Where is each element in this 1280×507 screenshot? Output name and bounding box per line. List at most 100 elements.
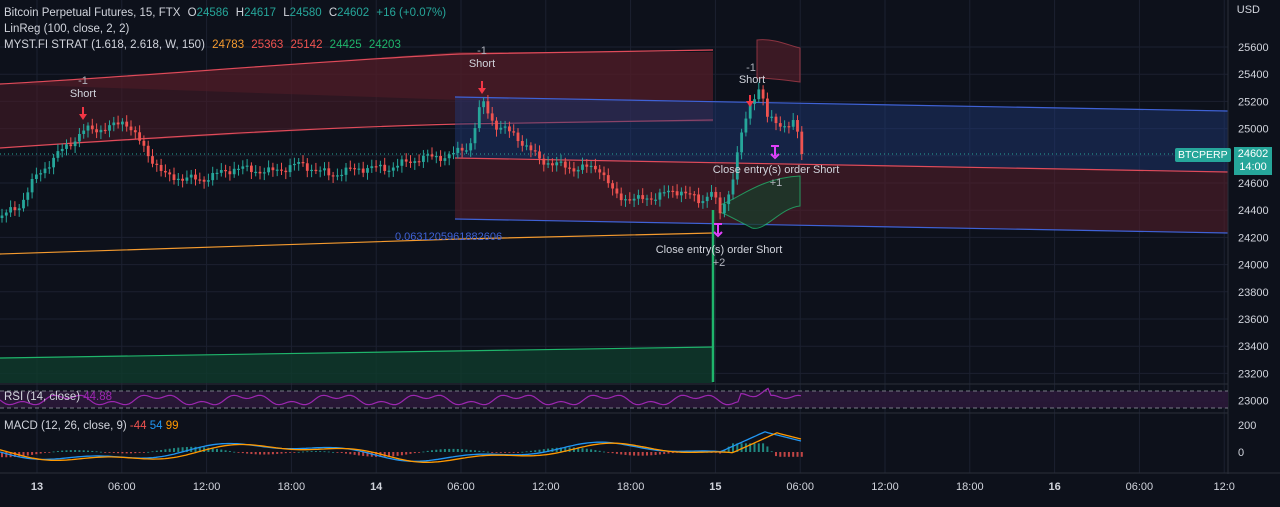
price-tick: 25200 [1238, 96, 1269, 108]
macd-hist-bar [121, 452, 124, 454]
myst-legend[interactable]: MYST.FI STRAT (1.618, 2.618, W, 150) 247… [4, 39, 401, 51]
candle-body [13, 207, 17, 211]
macd-hist-bar [250, 452, 253, 455]
time-tick: 12:00 [532, 481, 560, 493]
macd-hist-bar [117, 452, 120, 454]
bar-countdown: 14:00 [1239, 161, 1267, 173]
macd-hist-bar [26, 452, 29, 456]
candle-body [69, 144, 73, 147]
time-tick: 12:0 [1213, 481, 1234, 493]
candle-body [658, 192, 662, 200]
linreg-upper-line [454, 96, 1229, 112]
macd-hist-bar [456, 448, 459, 452]
macd-hist-bar [237, 452, 240, 453]
macd-hist-bar [504, 452, 507, 453]
macd-hist-bar [104, 452, 107, 453]
myst-mid-line [0, 119, 714, 149]
candle-body [576, 169, 580, 172]
candle-body [611, 183, 614, 189]
candle-body [262, 172, 266, 174]
macd-hist-value: -44 [129, 420, 147, 432]
candle-body [482, 101, 485, 108]
macd-histogram [1, 443, 803, 458]
candle-body [516, 132, 520, 142]
time-axis[interactable]: 13 06:00 12:00 18:00 14 06:00 12:00 18:00 15 06:0… [31, 481, 1235, 493]
macd-tick-200: 200 [1238, 420, 1256, 432]
macd-legend[interactable]: MACD (12, 26, close, 9) -44 54 99 [4, 420, 179, 432]
candle-body [787, 126, 791, 128]
candle-body [215, 172, 219, 175]
time-tick: 12:00 [193, 481, 221, 493]
macd-hist-bar [112, 452, 115, 453]
macd-hist-bar [439, 449, 442, 452]
macd-hist-bar [336, 452, 339, 453]
candle-body [370, 166, 374, 169]
candlesticks [0, 82, 804, 223]
macd-hist-bar [246, 452, 249, 454]
candle-body [133, 130, 137, 133]
macd-hist-bar [547, 448, 550, 452]
candle-body [56, 151, 60, 158]
candle-body [589, 165, 593, 168]
price-tick: 23600 [1238, 314, 1269, 326]
macd-hist-bar [185, 446, 188, 452]
macd-hist-bar [327, 451, 330, 453]
macd-hist-bar [87, 450, 89, 452]
candle-body [361, 168, 365, 173]
macd-hist-bar [431, 450, 433, 452]
short3-count: -1 [746, 62, 756, 74]
macd-hist-bar [409, 452, 412, 454]
candle-body [26, 192, 30, 200]
macd-hist-bar [753, 443, 756, 452]
myst-upper-band-fill-2 [0, 52, 713, 148]
green-band-line [0, 346, 714, 359]
macd-hist-bar [624, 452, 627, 455]
linreg-lower-fill [455, 158, 1228, 233]
macd-hist-bar [560, 447, 562, 452]
macd-hist-bar [633, 452, 636, 456]
currency-label[interactable]: USD [1236, 4, 1260, 16]
time-tick: 06:00 [786, 481, 814, 493]
macd-hist-bar [289, 452, 292, 453]
macd-hist-bar [147, 451, 150, 453]
macd-hist-bar [534, 450, 537, 452]
candle-body [159, 164, 163, 171]
price-axis[interactable]: 2560025400252002500024800246002440024200… [1238, 42, 1269, 408]
candle-body [422, 155, 425, 162]
candle-body [189, 174, 193, 178]
macd-hist-bar [228, 451, 231, 452]
linreg-legend[interactable]: LinReg (100, close, 2, 2) [4, 23, 130, 35]
linreg-mid-line [454, 157, 1229, 173]
candle-body [503, 126, 507, 128]
macd-hist-bar [56, 451, 59, 452]
macd-hist-bar [99, 451, 102, 453]
close1-count: +1 [770, 177, 783, 189]
candle-body [336, 175, 339, 177]
candle-body [499, 127, 503, 130]
candle-body [594, 165, 597, 170]
candle-body [353, 168, 356, 170]
candle-body [164, 170, 167, 173]
macd-hist-bar [482, 451, 485, 453]
symbol-title[interactable]: Bitcoin Perpetual Futures, 15, FTX [4, 7, 181, 19]
macd-hist-bar [22, 452, 25, 457]
macd-hist-bar [138, 452, 141, 453]
rsi-legend[interactable]: RSI (14, close) 44.88 [4, 391, 113, 403]
candle-body [9, 207, 12, 213]
myst-value-2: 25363 [251, 39, 284, 51]
macd-hist-bar [671, 452, 674, 454]
time-tick: 14 [370, 481, 383, 493]
macd-hist-bar [181, 447, 184, 452]
macd-hist-bar [443, 449, 446, 452]
candle-body [757, 89, 761, 100]
candle-body [551, 163, 554, 166]
macd-hist-bar [766, 446, 769, 452]
candle-body [714, 191, 718, 198]
candle-body [155, 163, 159, 165]
candle-body [219, 170, 223, 173]
macd-hist-bar [314, 451, 317, 452]
candle-body [710, 191, 713, 197]
candle-body [151, 156, 154, 164]
candle-body [486, 101, 490, 114]
